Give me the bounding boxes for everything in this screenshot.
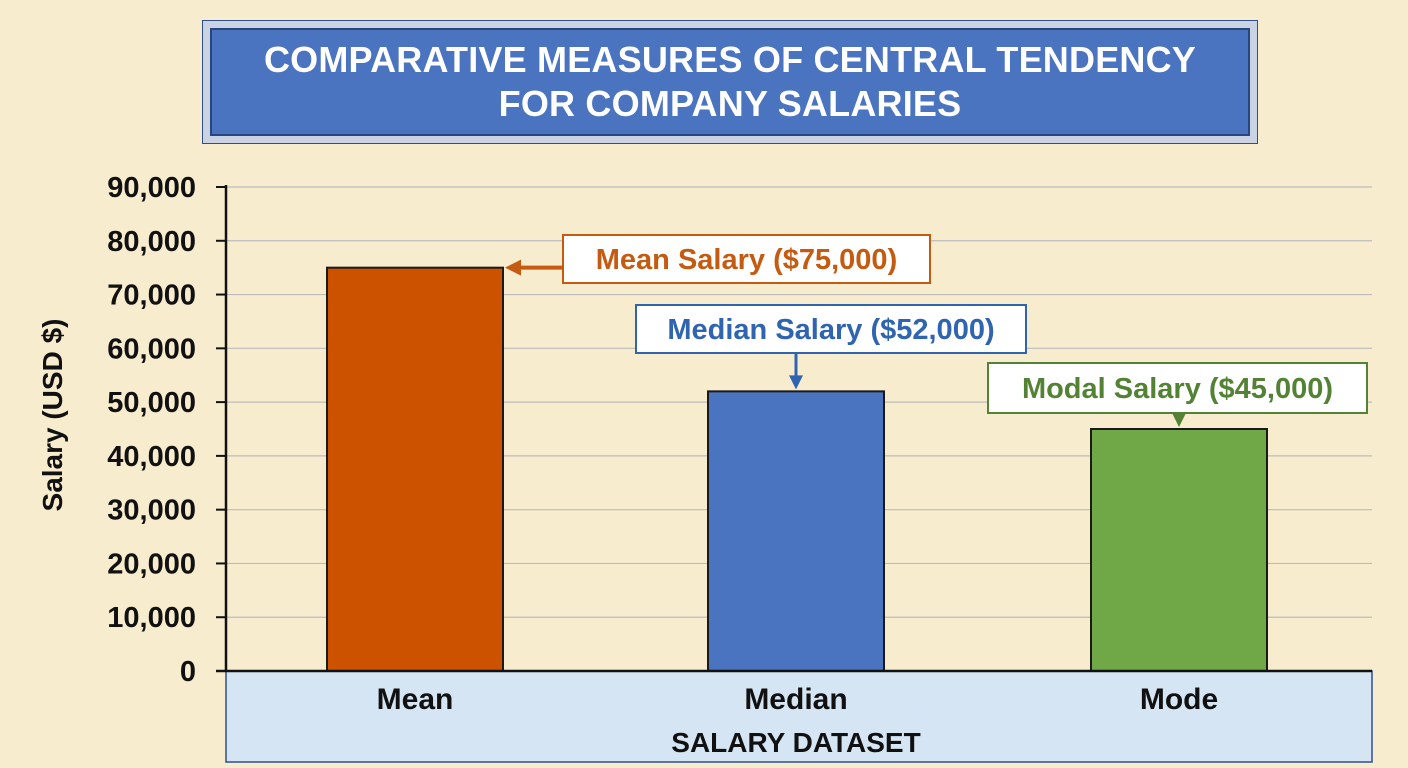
annotations: Mean Salary ($75,000) Median Salary ($52,… bbox=[505, 234, 1368, 427]
y-tick-label: 70,000 bbox=[107, 280, 196, 312]
annotation-mode: Modal Salary ($45,000) bbox=[987, 362, 1368, 427]
y-tick-label: 0 bbox=[180, 656, 196, 688]
annotation-mean: Mean Salary ($75,000) bbox=[505, 234, 931, 284]
x-category-label: Mode bbox=[1140, 683, 1218, 716]
y-tick-labels: 0 10,000 20,000 30,000 40,000 50,000 60,000 70,… bbox=[107, 172, 196, 688]
x-category-label: Median bbox=[744, 683, 847, 716]
annotation-arrowhead bbox=[1172, 413, 1186, 427]
bars bbox=[326, 266, 1268, 672]
annotation-arrowhead bbox=[505, 259, 521, 276]
annotation-label: Modal Salary ($45,000) bbox=[1022, 373, 1333, 405]
bar-median bbox=[707, 390, 885, 672]
chart-title-line-1: COMPARATIVE MEASURES OF CENTRAL TENDENCY bbox=[263, 39, 1197, 80]
y-tick-label: 50,000 bbox=[107, 387, 196, 419]
bar-mean bbox=[326, 266, 504, 672]
chart-title: COMPARATIVE MEASURES OF CENTRAL TENDENCY… bbox=[210, 28, 1250, 136]
annotation-box bbox=[635, 304, 1027, 354]
y-tick-label: 30,000 bbox=[107, 495, 196, 527]
x-category-labels: Mean Median Mode bbox=[377, 683, 1219, 716]
annotation-arrowhead bbox=[789, 375, 803, 390]
annotation-label: Median Salary ($52,000) bbox=[667, 314, 994, 346]
y-tick-label: 60,000 bbox=[107, 333, 196, 365]
y-tick-label: 90,000 bbox=[107, 172, 196, 204]
chart-title-frame: COMPARATIVE MEASURES OF CENTRAL TENDENCY… bbox=[202, 20, 1258, 144]
y-tick-label: 10,000 bbox=[107, 602, 196, 634]
annotation-label: Mean Salary ($75,000) bbox=[596, 244, 897, 276]
y-tick-label: 80,000 bbox=[107, 226, 196, 258]
annotation-median: Median Salary ($52,000) bbox=[635, 304, 1027, 390]
bar-mode bbox=[1090, 428, 1268, 672]
x-axis-band bbox=[225, 670, 1373, 763]
chart-title-line-2: FOR COMPANY SALARIES bbox=[498, 83, 962, 124]
x-axis-title: SALARY DATASET bbox=[671, 727, 920, 758]
y-axis-title: Salary (USD $) bbox=[37, 319, 68, 512]
y-tick-label: 40,000 bbox=[107, 441, 196, 473]
y-tick-label: 20,000 bbox=[107, 548, 196, 580]
x-category-label: Mean bbox=[377, 683, 454, 716]
annotation-box bbox=[562, 234, 931, 284]
axes bbox=[216, 185, 1372, 673]
